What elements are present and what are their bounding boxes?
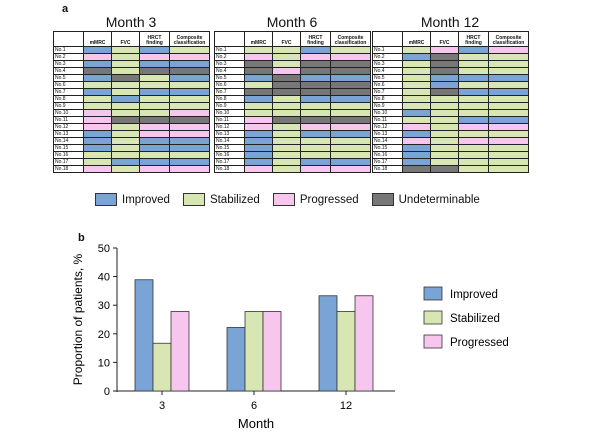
table-row: No.6 — [53, 81, 210, 89]
y-axis-label: Proportion of patients, % — [71, 253, 85, 385]
x-tick-label: 12 — [340, 400, 352, 412]
classification-table: mMRC FVC HRCT finding Composite classificat… — [214, 31, 371, 173]
table-row: No.15 — [214, 144, 371, 152]
column-header: Composite classification — [330, 31, 371, 47]
legend-item-progressed: Progressed — [272, 193, 359, 206]
bar-improved — [318, 295, 338, 392]
table-row: No.17 — [53, 158, 210, 166]
y-tick-label: 0 — [104, 386, 110, 398]
cell-progressed — [330, 165, 371, 173]
y-tick-label: 20 — [98, 329, 110, 341]
column-header: HRCT finding — [300, 31, 331, 47]
table-row: No.18 — [214, 165, 371, 173]
legend-label: Improved — [122, 193, 170, 206]
grid-title: Month 6 — [266, 14, 318, 30]
panel-a-label: a — [62, 3, 69, 15]
legend-swatch — [371, 193, 394, 206]
grid-title: Month 12 — [420, 14, 480, 30]
legend-item-undeterminable: Undeterminable — [371, 193, 480, 206]
table-row: No.15 — [372, 144, 529, 152]
table-row: No.12 — [372, 123, 529, 131]
y-tick-label: 40 — [98, 272, 110, 284]
column-header: mMRC — [83, 31, 112, 47]
table-row: No.1 — [53, 46, 210, 54]
cell-progressed — [169, 165, 210, 173]
table-row: No.4 — [372, 67, 529, 75]
grid-legend: Improved Stabilized Progressed Undeterminab… — [95, 193, 493, 206]
bar-improved — [134, 279, 154, 392]
y-tick-label: 50 — [98, 243, 110, 255]
bar-progressed — [354, 295, 374, 392]
grid-month-6: Month 6 mMRC FVC HRCT finding Composite clas… — [214, 14, 371, 173]
bar-progressed — [170, 311, 190, 392]
legend-swatch — [182, 193, 205, 206]
table-row: No.5 — [53, 74, 210, 82]
bar-stabilized — [152, 342, 172, 392]
table-row: No.11 — [53, 116, 210, 124]
x-tick-label: 6 — [251, 400, 257, 412]
classification-table: mMRC FVC HRCT finding Composite classificat… — [372, 31, 529, 173]
table-row: No.10 — [53, 109, 210, 117]
legend-label-stabilized: Stabilized — [450, 313, 500, 325]
cell-stabilized — [488, 165, 529, 173]
x-tick-label: 3 — [159, 400, 165, 412]
grid-month-3: Month 3 mMRC FVC HRCT finding Composite clas… — [53, 14, 210, 173]
classification-table: mMRC FVC HRCT finding Composite classificat… — [53, 31, 210, 173]
legend-swatch-improved — [423, 286, 443, 301]
grid-month-12: Month 12 mMRC FVC HRCT finding Composite cla… — [372, 14, 529, 173]
column-header: HRCT finding — [139, 31, 170, 47]
table-row: No.7 — [214, 88, 371, 96]
legend-label-progressed: Progressed — [450, 337, 509, 349]
table-row: No.18 — [372, 165, 529, 173]
legend-item-stabilized: Stabilized — [182, 193, 260, 206]
legend-label: Undeterminable — [398, 193, 480, 206]
y-tick-label: 10 — [98, 357, 110, 369]
table-row: No.4 — [53, 67, 210, 75]
legend-swatch — [95, 193, 117, 206]
legend-item-improved: Improved — [95, 193, 170, 206]
y-tick-label: 30 — [98, 300, 110, 312]
legend-label-improved: Improved — [450, 289, 498, 301]
table-row: No.9 — [372, 102, 529, 110]
legend-label: Stabilized — [209, 193, 260, 206]
legend-swatch-progressed — [423, 334, 443, 349]
bar-stabilized — [244, 311, 264, 392]
table-row: No.17 — [214, 158, 371, 166]
column-header: Composite classification — [488, 31, 529, 47]
column-header: FVC — [430, 31, 459, 47]
table-row: No.10 — [372, 109, 529, 117]
bar-stabilized — [336, 311, 356, 392]
grid-title: Month 3 — [105, 14, 157, 30]
table-row: No.18 — [53, 165, 210, 173]
bar-progressed — [262, 311, 282, 392]
legend-label: Progressed — [299, 193, 359, 206]
x-axis-label: Month — [238, 416, 274, 431]
legend-swatch — [272, 193, 295, 206]
legend-swatch-stabilized — [423, 310, 443, 325]
table-row: No.2 — [372, 53, 529, 61]
panel-b-label: b — [78, 232, 85, 244]
table-row: No.3 — [53, 60, 210, 68]
bar-improved — [226, 327, 246, 392]
column-header — [214, 31, 245, 47]
